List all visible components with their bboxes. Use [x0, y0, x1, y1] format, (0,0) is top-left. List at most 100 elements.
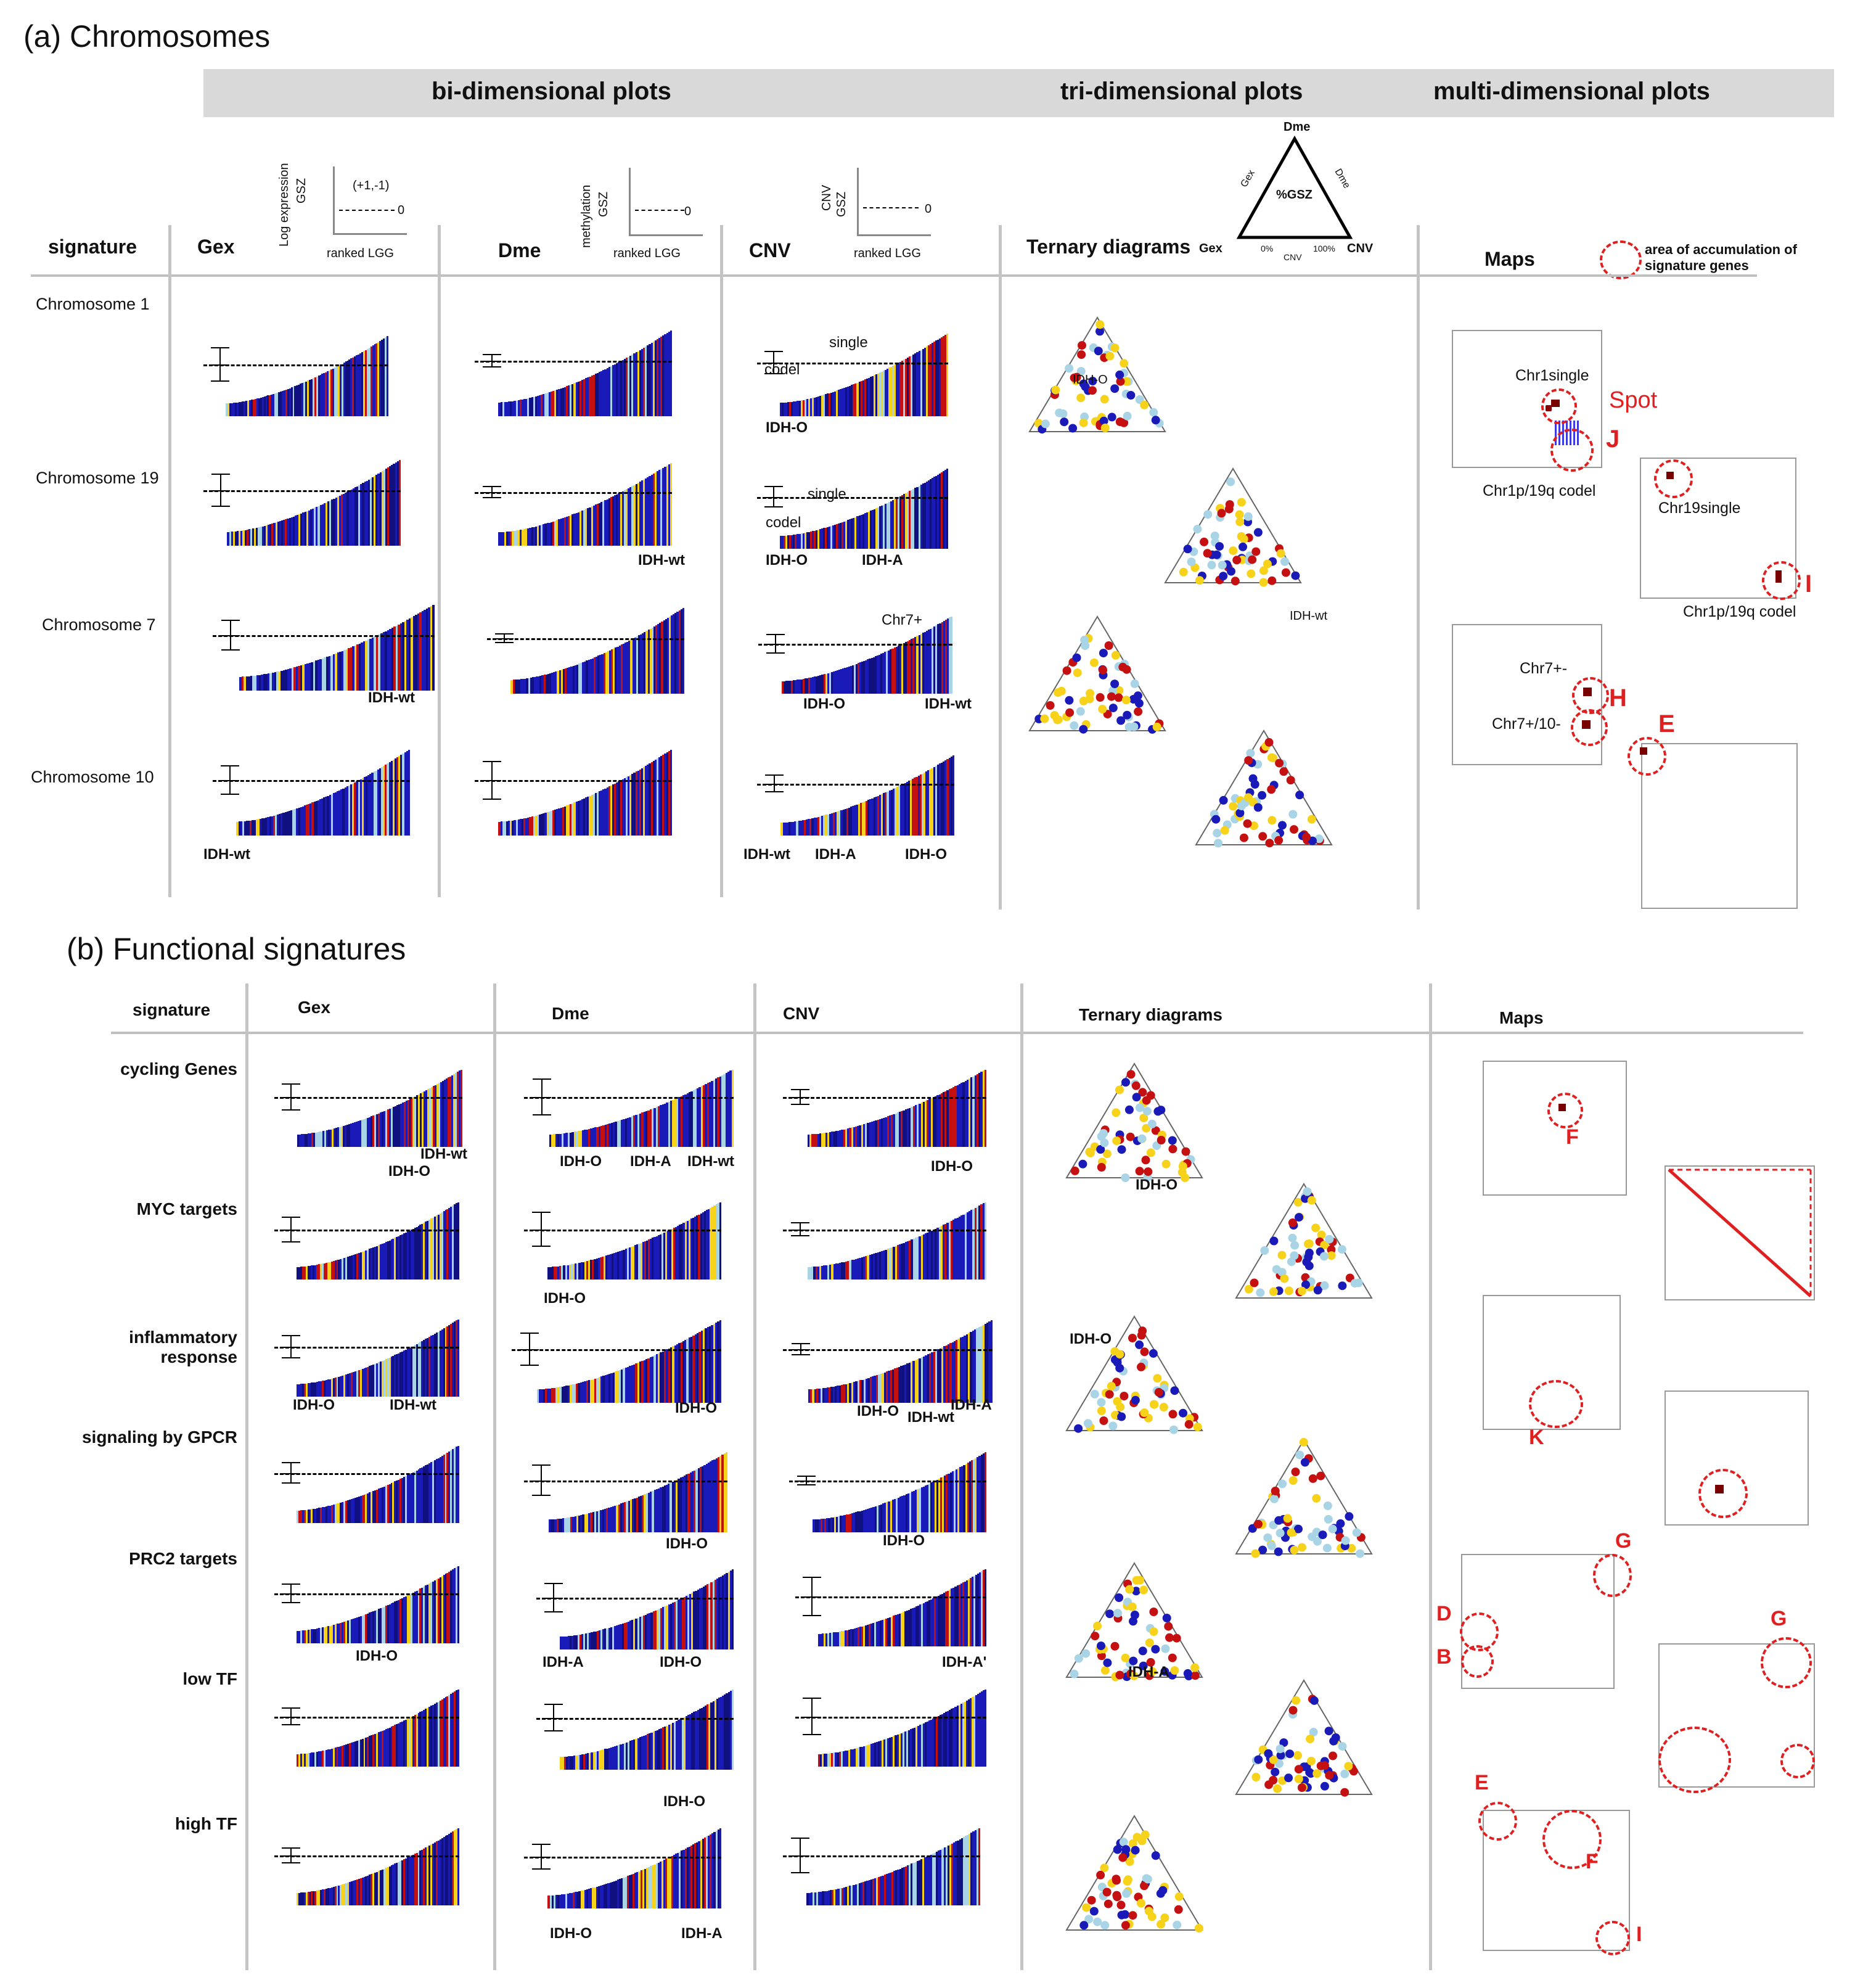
waterfall-bar	[576, 1516, 579, 1532]
waterfall-bar	[385, 337, 387, 416]
waterfall-bar	[358, 1879, 361, 1905]
waterfall-bar	[510, 401, 512, 416]
waterfall-bar	[847, 386, 850, 416]
waterfall-bar	[857, 1627, 860, 1646]
ternary-point	[1137, 1331, 1146, 1340]
ternary-point	[1267, 1541, 1276, 1550]
ternary-point	[1165, 1633, 1174, 1642]
waterfall-bar	[964, 1836, 967, 1905]
waterfall-bar	[872, 1743, 875, 1767]
waterfall-bar	[694, 1334, 697, 1403]
waterfall-bar	[935, 766, 938, 836]
waterfall-bar	[806, 678, 809, 694]
waterfall-bar	[676, 1098, 679, 1147]
ternary-point	[1040, 714, 1049, 723]
waterfall-bar	[606, 1374, 609, 1403]
waterfall-bar	[697, 1333, 700, 1403]
row-chr1: Chromosome 1	[36, 295, 150, 313]
waterfall-bar	[356, 1122, 358, 1147]
ternary-point	[1229, 546, 1238, 556]
waterfall-bar	[579, 1634, 582, 1649]
waterfall-bar	[932, 1598, 935, 1646]
col-dme-b: Dme	[552, 1004, 589, 1023]
ternary-point	[1115, 370, 1124, 379]
waterfall-bar	[342, 1622, 344, 1643]
waterfall-bar	[443, 1575, 446, 1643]
waterfall-bar	[227, 532, 230, 546]
waterfall-bar	[904, 1866, 907, 1905]
waterfall-bar	[394, 1355, 396, 1397]
waterfall-bar	[621, 1250, 624, 1279]
waterfall-bar	[432, 1581, 435, 1643]
ternary-point	[1149, 1608, 1158, 1616]
waterfall-bar	[654, 472, 657, 546]
waterfall-bar	[907, 1865, 909, 1905]
waterfall-bar	[698, 1332, 702, 1403]
waterfall-bar	[864, 1745, 867, 1767]
waterfall-bar	[539, 395, 541, 416]
waterfall-bar	[590, 1888, 592, 1908]
waterfall-bar	[843, 388, 846, 416]
ternary-point	[1115, 1363, 1124, 1373]
waterfall-bar	[563, 1265, 566, 1279]
waterfall-bar	[829, 1265, 832, 1279]
waterfall-bar	[274, 393, 277, 416]
error-bar	[766, 633, 785, 654]
waterfall-bar	[731, 1569, 734, 1649]
ternary-point	[1235, 510, 1244, 519]
waterfall-bar	[621, 1623, 624, 1649]
waterfall-bar	[621, 1743, 624, 1770]
waterfall-bar	[594, 1127, 597, 1147]
waterfall-bar	[855, 663, 858, 694]
waterfall-bar	[289, 388, 292, 416]
waterfall-bar	[671, 1228, 674, 1279]
waterfall-bar	[643, 1360, 646, 1403]
zero-line	[475, 780, 672, 782]
waterfall-bar	[281, 670, 284, 691]
waterfall-bar	[324, 1889, 326, 1905]
waterfall-bar	[975, 1574, 978, 1646]
waterfall-bar	[688, 1846, 691, 1908]
waterfall-bar	[907, 1609, 911, 1646]
ternary-point	[1125, 1857, 1134, 1866]
ternary-point	[1110, 384, 1120, 393]
waterfall-bar	[273, 523, 276, 546]
waterfall-bar	[620, 1503, 623, 1532]
waterfall-bar	[387, 1109, 390, 1147]
zero-line	[795, 1716, 986, 1719]
waterfall-bar	[584, 661, 587, 694]
waterfall-bar	[819, 1133, 822, 1147]
waterfall-bar	[614, 364, 616, 416]
waterfall-bar	[700, 1707, 703, 1770]
waterfall-bar	[939, 1348, 942, 1403]
ternary-point	[1089, 1907, 1099, 1916]
waterfall-bar	[827, 673, 830, 694]
waterfall-bar	[825, 673, 828, 694]
waterfall-bar	[651, 1356, 654, 1403]
waterfall-bar	[913, 1727, 916, 1767]
waterfall-bar	[901, 1243, 904, 1279]
col-maps-b: Maps	[1499, 1008, 1544, 1027]
zero-line	[274, 1346, 459, 1349]
waterfall-bar	[343, 1125, 345, 1147]
waterfall-bar	[671, 1603, 674, 1649]
waterfall-bar	[682, 1341, 685, 1403]
waterfall-bar	[412, 616, 416, 691]
waterfall-bar	[554, 390, 557, 416]
waterfall-bar	[972, 1076, 975, 1147]
waterfall-bar	[565, 1756, 568, 1770]
waterfall-bar	[861, 1626, 864, 1646]
ternary-point	[1311, 1223, 1321, 1233]
waterfall-bar	[883, 1372, 887, 1403]
waterfall-bar	[665, 1484, 668, 1532]
waterfall-bar	[385, 1359, 388, 1397]
waterfall-bar	[332, 1505, 335, 1523]
waterfall-bar	[329, 1379, 332, 1397]
waterfall-bar	[681, 1850, 683, 1908]
waterfall-bar	[446, 1209, 449, 1279]
waterfall-bar	[608, 1507, 611, 1532]
waterfall-bar	[637, 482, 640, 546]
waterfall-bar	[517, 819, 520, 836]
waterfall-bar	[815, 1133, 818, 1147]
ternary-point	[1322, 1543, 1332, 1553]
